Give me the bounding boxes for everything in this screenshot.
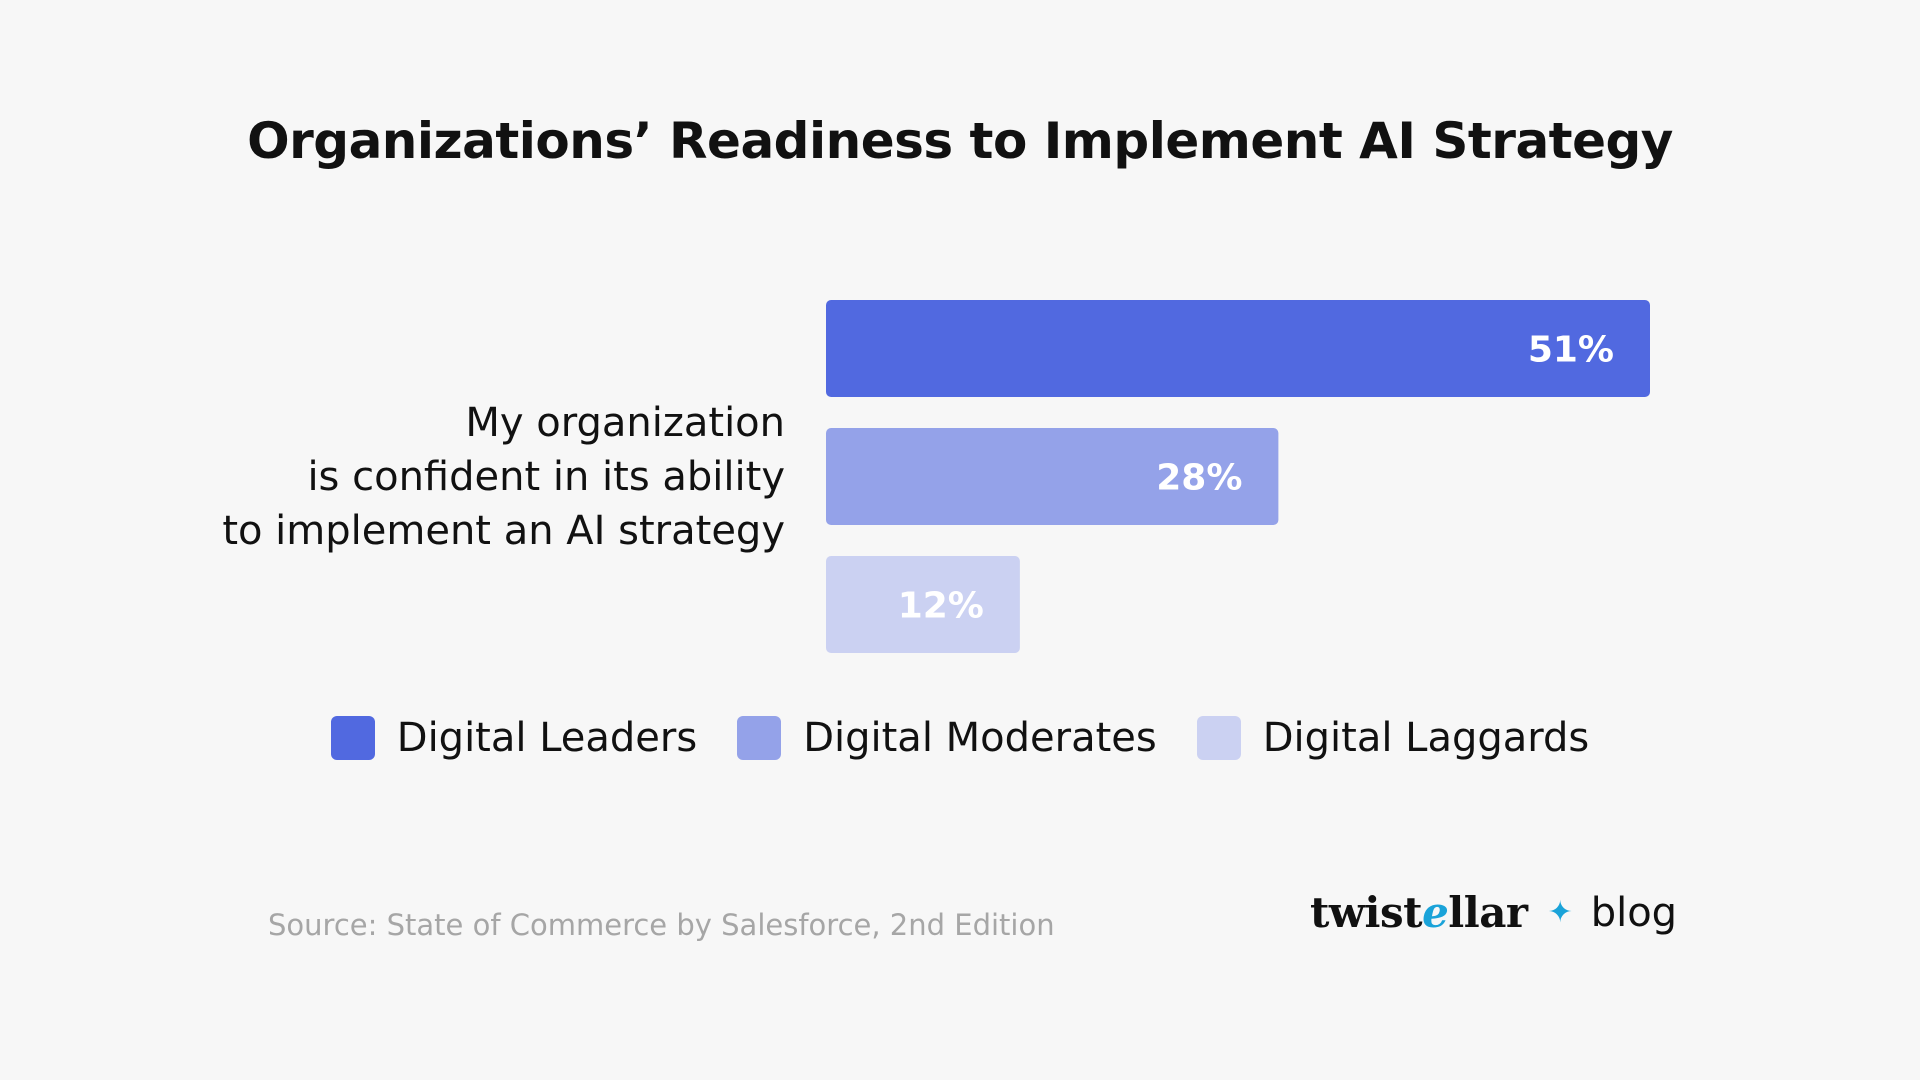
logo-text-end: llar	[1448, 888, 1528, 937]
bar-digital-leaders	[826, 300, 1650, 397]
source-note: Source: State of Commerce by Salesforce,…	[268, 908, 1055, 942]
logo-text-accent: e	[1422, 888, 1449, 937]
chart-title: Organizations’ Readiness to Implement AI…	[247, 112, 1673, 170]
question-line: My organization	[465, 400, 785, 446]
legend-label: Digital Laggards	[1262, 715, 1590, 761]
bar-value-label: 28%	[1156, 458, 1242, 499]
legend-label: Digital Leaders	[396, 715, 698, 761]
legend: Digital Leaders Digital Moderates Digita…	[0, 715, 1920, 761]
legend-item-digital-moderates: Digital Moderates	[737, 715, 1157, 761]
logo-text-start: twist	[1310, 888, 1423, 937]
sparkle-icon: ✦	[1547, 895, 1573, 930]
legend-label: Digital Moderates	[803, 715, 1157, 761]
legend-swatch	[737, 716, 782, 760]
bar-digital-moderates	[826, 428, 1279, 525]
legend-item-digital-laggards: Digital Laggards	[1196, 715, 1590, 761]
bar-value-label: 51%	[1528, 330, 1614, 371]
question-line: to implement an AI strategy	[222, 508, 785, 554]
brand-logo[interactable]: twistellar	[1310, 888, 1528, 937]
legend-swatch	[1196, 716, 1241, 760]
question-line: is confident in its ability	[307, 454, 785, 500]
bar-chart: 51% 28% 12%	[826, 300, 1650, 653]
bar-value-label: 12%	[898, 586, 984, 627]
legend-swatch	[330, 716, 375, 760]
brand[interactable]: twistellar ✦ blog	[1310, 888, 1677, 937]
blog-label: blog	[1590, 889, 1678, 936]
bar-digital-laggards	[826, 556, 1020, 653]
question-text: My organization is confident in its abil…	[160, 396, 785, 558]
legend-item-digital-leaders: Digital Leaders	[330, 715, 698, 761]
